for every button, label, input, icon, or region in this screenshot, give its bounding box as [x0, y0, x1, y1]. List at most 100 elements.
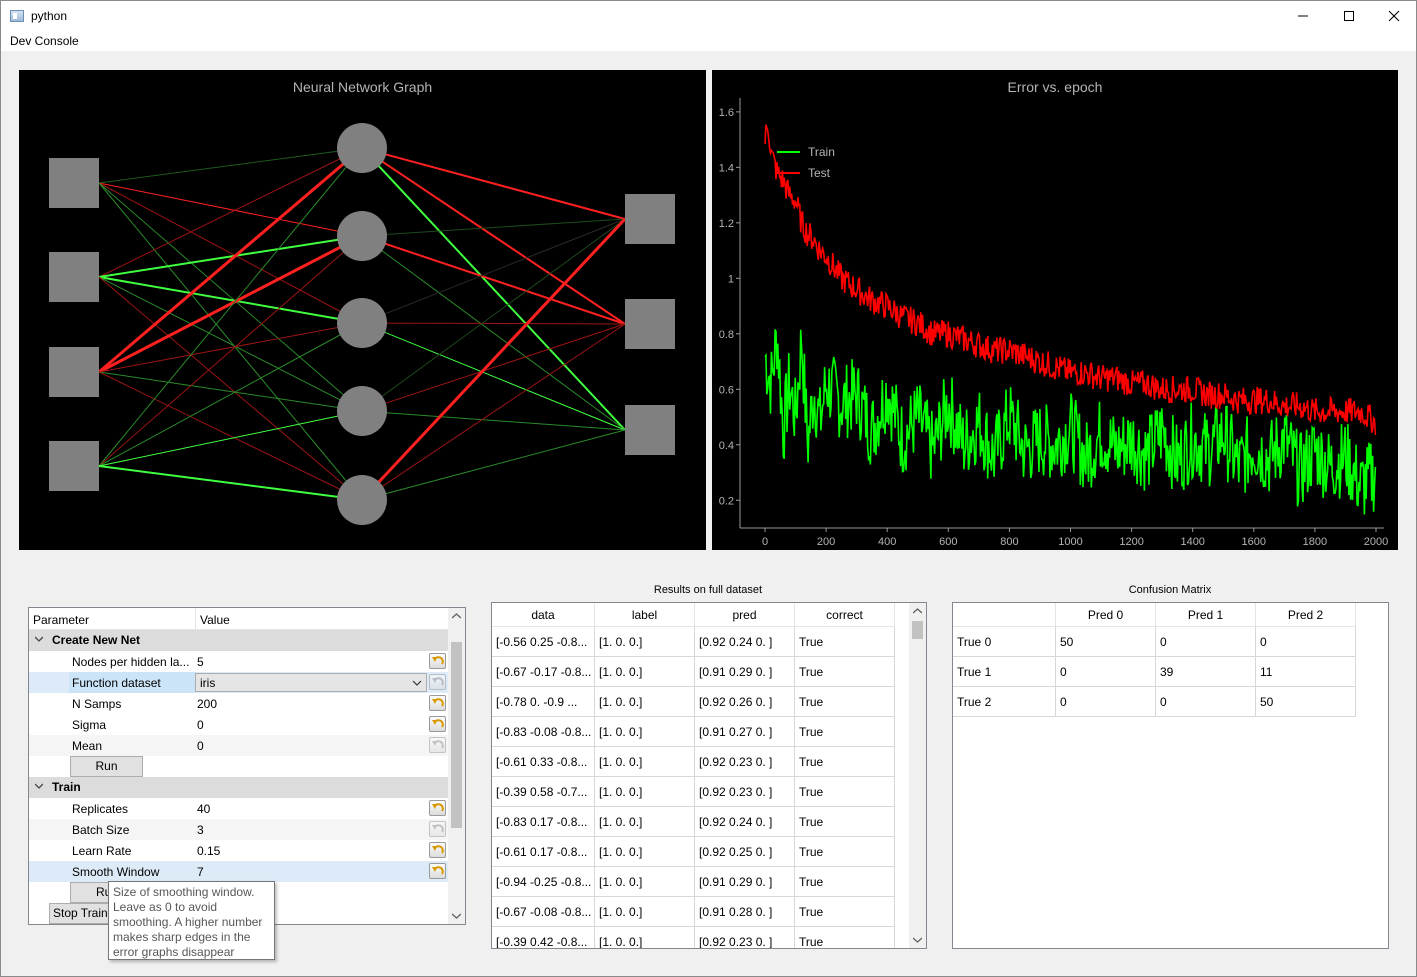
- results-cell[interactable]: True: [795, 747, 895, 777]
- results-cell[interactable]: [-0.39 0.58 -0.7...: [492, 777, 595, 807]
- confusion-cell[interactable]: 0: [1056, 687, 1156, 717]
- param-value[interactable]: 0: [197, 718, 204, 732]
- tree-scroll-thumb[interactable]: [451, 642, 462, 828]
- results-cell[interactable]: [0.91 0.27 0. ]: [695, 717, 795, 747]
- results-cell[interactable]: [1. 0. 0.]: [595, 927, 695, 948]
- confusion-col-header[interactable]: Pred 0: [1056, 603, 1156, 627]
- results-cell[interactable]: [-0.39 0.42 -0.8...: [492, 927, 595, 948]
- param-row-nodes[interactable]: Nodes per hidden la... 5: [29, 651, 449, 672]
- confusion-cell[interactable]: 50: [1056, 627, 1156, 657]
- confusion-row-header[interactable]: True 2: [953, 687, 1056, 717]
- chevron-down-icon[interactable]: [35, 635, 43, 643]
- results-cell[interactable]: [1. 0. 0.]: [595, 777, 695, 807]
- results-scroll-thumb[interactable]: [912, 621, 923, 639]
- results-cell[interactable]: [1. 0. 0.]: [595, 867, 695, 897]
- results-cell[interactable]: [-0.67 -0.08 -0.8...: [492, 897, 595, 927]
- chevron-down-icon[interactable]: [913, 937, 922, 943]
- results-cell[interactable]: True: [795, 927, 895, 948]
- results-cell[interactable]: [-0.56 0.25 -0.8...: [492, 627, 595, 657]
- results-cell[interactable]: [0.92 0.25 0. ]: [695, 837, 795, 867]
- results-cell[interactable]: True: [795, 837, 895, 867]
- results-cell[interactable]: [0.92 0.23 0. ]: [695, 927, 795, 948]
- reset-default-button[interactable]: [429, 800, 446, 816]
- results-cell[interactable]: [1. 0. 0.]: [595, 627, 695, 657]
- param-value[interactable]: 3: [197, 823, 204, 837]
- results-header-label[interactable]: label: [595, 603, 695, 627]
- results-cell[interactable]: [-0.83 -0.08 -0.8...: [492, 717, 595, 747]
- menu-dev-console[interactable]: Dev Console: [10, 34, 79, 48]
- confusion-cell[interactable]: 0: [1256, 627, 1356, 657]
- chevron-up-icon[interactable]: [452, 613, 461, 619]
- results-cell[interactable]: [-0.78 0. -0.9 ...: [492, 687, 595, 717]
- results-cell[interactable]: True: [795, 897, 895, 927]
- reset-default-button[interactable]: [429, 674, 446, 690]
- confusion-cell[interactable]: 0: [1056, 657, 1156, 687]
- results-cell[interactable]: True: [795, 627, 895, 657]
- results-cell[interactable]: [1. 0. 0.]: [595, 747, 695, 777]
- results-cell[interactable]: [1. 0. 0.]: [595, 897, 695, 927]
- param-column-header[interactable]: Parameter: [33, 613, 90, 627]
- results-scrollbar[interactable]: [909, 603, 926, 948]
- reset-default-button[interactable]: [429, 716, 446, 732]
- results-header-pred[interactable]: pred: [695, 603, 795, 627]
- results-cell[interactable]: True: [795, 867, 895, 897]
- results-cell[interactable]: [1. 0. 0.]: [595, 687, 695, 717]
- param-value[interactable]: 200: [197, 697, 218, 711]
- chevron-down-icon[interactable]: [35, 782, 43, 790]
- confusion-row-header[interactable]: True 1: [953, 657, 1056, 687]
- param-row-n-samps[interactable]: N Samps 200: [29, 693, 449, 714]
- results-cell[interactable]: [0.92 0.24 0. ]: [695, 627, 795, 657]
- reset-default-button[interactable]: [429, 737, 446, 753]
- confusion-cell[interactable]: 11: [1256, 657, 1356, 687]
- param-value[interactable]: 40: [197, 802, 211, 816]
- results-cell[interactable]: True: [795, 807, 895, 837]
- reset-default-button[interactable]: [429, 842, 446, 858]
- reset-default-button[interactable]: [429, 821, 446, 837]
- results-cell[interactable]: [0.92 0.26 0. ]: [695, 687, 795, 717]
- group-train[interactable]: Train: [29, 777, 449, 798]
- value-column-header[interactable]: Value: [200, 613, 230, 627]
- confusion-cell[interactable]: 0: [1156, 687, 1256, 717]
- results-cell[interactable]: [0.91 0.29 0. ]: [695, 657, 795, 687]
- results-cell[interactable]: [-0.67 -0.17 -0.8...: [492, 657, 595, 687]
- results-cell[interactable]: [0.91 0.29 0. ]: [695, 867, 795, 897]
- param-row-smooth-window[interactable]: Smooth Window 7: [29, 861, 449, 882]
- results-cell[interactable]: [0.92 0.24 0. ]: [695, 807, 795, 837]
- function-dataset-combo[interactable]: iris: [195, 673, 427, 692]
- results-cell[interactable]: [1. 0. 0.]: [595, 717, 695, 747]
- results-cell[interactable]: [1. 0. 0.]: [595, 837, 695, 867]
- confusion-cell[interactable]: 0: [1156, 627, 1256, 657]
- param-row-learn-rate[interactable]: Learn Rate 0.15: [29, 840, 449, 861]
- run-button[interactable]: Run: [70, 756, 143, 777]
- param-value[interactable]: 5: [197, 655, 204, 669]
- confusion-col-header[interactable]: Pred 1: [1156, 603, 1256, 627]
- confusion-row-header[interactable]: True 0: [953, 627, 1056, 657]
- param-row-replicates[interactable]: Replicates 40: [29, 798, 449, 819]
- results-cell[interactable]: [1. 0. 0.]: [595, 657, 695, 687]
- param-value[interactable]: 7: [197, 865, 204, 879]
- group-create-new-net[interactable]: Create New Net: [29, 630, 449, 651]
- results-cell[interactable]: [-0.61 0.33 -0.8...: [492, 747, 595, 777]
- param-value[interactable]: 0.15: [197, 844, 221, 858]
- results-cell[interactable]: [0.92 0.23 0. ]: [695, 777, 795, 807]
- results-header-correct[interactable]: correct: [795, 603, 895, 627]
- reset-default-button[interactable]: [429, 653, 446, 669]
- results-header-data[interactable]: data: [492, 603, 595, 627]
- param-row-function-dataset[interactable]: Function dataset iris: [29, 672, 449, 693]
- param-value[interactable]: 0: [197, 739, 204, 753]
- confusion-cell[interactable]: 39: [1156, 657, 1256, 687]
- chevron-down-icon[interactable]: [452, 913, 461, 919]
- confusion-cell[interactable]: 50: [1256, 687, 1356, 717]
- results-cell[interactable]: [-0.83 0.17 -0.8...: [492, 807, 595, 837]
- reset-default-button[interactable]: [429, 863, 446, 879]
- results-cell[interactable]: [0.91 0.28 0. ]: [695, 897, 795, 927]
- confusion-col-header[interactable]: Pred 2: [1256, 603, 1356, 627]
- param-row-mean[interactable]: Mean 0: [29, 735, 449, 756]
- results-cell[interactable]: True: [795, 657, 895, 687]
- reset-default-button[interactable]: [429, 695, 446, 711]
- chevron-up-icon[interactable]: [913, 608, 922, 614]
- close-button[interactable]: [1371, 1, 1417, 31]
- minimize-button[interactable]: [1280, 1, 1326, 31]
- tree-scrollbar[interactable]: [448, 608, 465, 924]
- results-cell[interactable]: [-0.94 -0.25 -0.8...: [492, 867, 595, 897]
